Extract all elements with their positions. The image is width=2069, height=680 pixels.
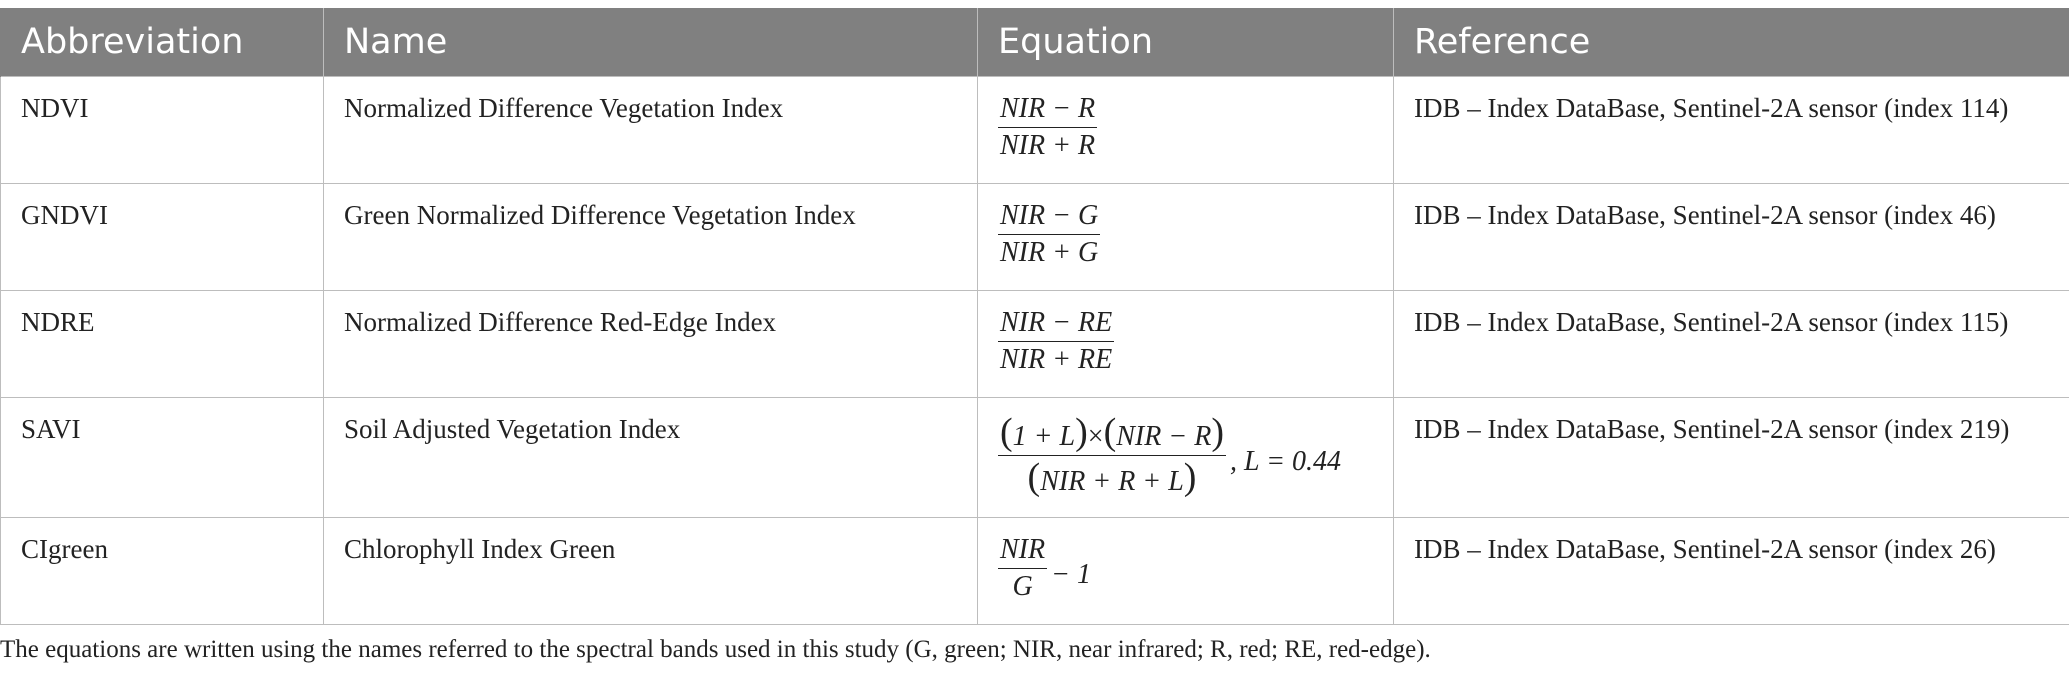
reference-cell: IDB – Index DataBase, Sentinel-2A sensor… <box>1393 396 2069 518</box>
numerator: (1 + L)×(NIR − R) <box>998 413 1226 457</box>
numerator: NIR − G <box>998 200 1101 236</box>
header-equation: Equation <box>977 8 1394 76</box>
fraction: NIR − RE NIR + RE <box>998 307 1115 377</box>
name-cell: Soil Adjusted Vegetation Index <box>323 396 978 518</box>
name-cell: Green Normalized Difference Vegetation I… <box>323 182 978 291</box>
equation-savi: (1 + L)×(NIR − R) (NIR + R + L) , L = 0.… <box>998 413 1341 499</box>
name-cell: Normalized Difference Vegetation Index <box>323 75 978 184</box>
equation-cell: NIR − G NIR + G <box>977 182 1394 291</box>
numerator: NIR <box>998 534 1048 570</box>
denominator: (NIR + R + L) <box>1027 456 1197 499</box>
table-row: CIgreen Chlorophyll Index Green NIR G − … <box>0 516 2069 625</box>
header-reference: Reference <box>1393 8 2069 76</box>
table-header: Abbreviation Name Equation Reference <box>0 8 2069 76</box>
reference-cell: IDB – Index DataBase, Sentinel-2A sensor… <box>1393 182 2069 291</box>
table-row: SAVI Soil Adjusted Vegetation Index (1 +… <box>0 396 2069 518</box>
fraction: NIR G <box>998 534 1048 604</box>
reference-cell: IDB – Index DataBase, Sentinel-2A sensor… <box>1393 516 2069 625</box>
equation-cigreen: NIR G − 1 <box>998 534 1092 604</box>
equation-suffix: , L = 0.44 <box>1230 445 1341 477</box>
abbreviation-cell: NDVI <box>0 75 324 184</box>
fraction: NIR − G NIR + G <box>998 200 1101 270</box>
reference-cell: IDB – Index DataBase, Sentinel-2A sensor… <box>1393 75 2069 184</box>
numerator-term-b: NIR − R <box>1116 420 1212 452</box>
fraction: (1 + L)×(NIR − R) (NIR + R + L) <box>998 413 1226 499</box>
equation-ndvi: NIR − R NIR + R <box>998 93 1098 163</box>
equation-cell: NIR − RE NIR + RE <box>977 289 1394 398</box>
numerator: NIR − RE <box>998 307 1115 343</box>
fraction: NIR − R NIR + R <box>998 93 1098 163</box>
numerator-term-a: 1 + L <box>1012 420 1076 452</box>
reference-cell: IDB – Index DataBase, Sentinel-2A sensor… <box>1393 289 2069 398</box>
vegetation-indices-table: Abbreviation Name Equation Reference NDV… <box>0 8 2069 625</box>
abbreviation-cell: GNDVI <box>0 182 324 291</box>
equation-gndvi: NIR − G NIR + G <box>998 200 1101 270</box>
denominator: NIR + G <box>1000 237 1099 269</box>
indices-table-container: Abbreviation Name Equation Reference NDV… <box>0 8 2069 625</box>
equation-ndre: NIR − RE NIR + RE <box>998 307 1115 377</box>
name-cell: Normalized Difference Red-Edge Index <box>323 289 978 398</box>
abbreviation-cell: CIgreen <box>0 516 324 625</box>
numerator: NIR − R <box>998 93 1098 129</box>
equation-suffix: − 1 <box>1051 558 1092 590</box>
abbreviation-cell: NDRE <box>0 289 324 398</box>
equation-cell: (1 + L)×(NIR − R) (NIR + R + L) , L = 0.… <box>977 396 1394 518</box>
denominator: NIR + R <box>1000 130 1096 162</box>
table-row: NDVI Normalized Difference Vegetation In… <box>0 75 2069 184</box>
denominator: NIR + RE <box>1000 344 1113 376</box>
table-row: NDRE Normalized Difference Red-Edge Inde… <box>0 289 2069 398</box>
header-row: Abbreviation Name Equation Reference <box>0 8 2069 76</box>
denominator-term: NIR + R + L <box>1040 466 1184 498</box>
equation-cell: NIR − R NIR + R <box>977 75 1394 184</box>
equation-cell: NIR G − 1 <box>977 516 1394 625</box>
denominator: G <box>1012 571 1033 603</box>
table-footnote: The equations are written using the name… <box>0 636 1431 663</box>
abbreviation-cell: SAVI <box>0 396 324 518</box>
name-cell: Chlorophyll Index Green <box>323 516 978 625</box>
header-abbreviation: Abbreviation <box>0 8 324 76</box>
header-name: Name <box>323 8 978 76</box>
table-row: GNDVI Green Normalized Difference Vegeta… <box>0 182 2069 291</box>
times-operator: × <box>1087 420 1104 452</box>
table-body: NDVI Normalized Difference Vegetation In… <box>0 75 2069 625</box>
